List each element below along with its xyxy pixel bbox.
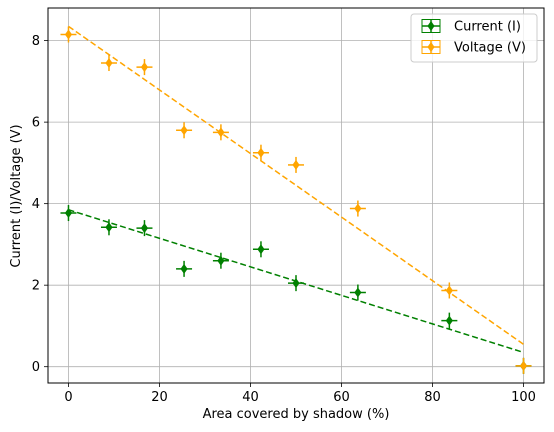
data-marker <box>292 278 300 289</box>
data-point <box>176 260 193 277</box>
x-tick-label: 80 <box>424 390 441 405</box>
data-point <box>252 241 269 258</box>
data-point <box>515 357 532 374</box>
y-tick-label: 0 <box>32 360 40 375</box>
x-axis-label: Area covered by shadow (%) <box>203 407 390 422</box>
data-point <box>100 219 117 236</box>
x-tick-label: 40 <box>242 390 259 405</box>
data-marker <box>64 29 73 40</box>
data-point <box>288 156 304 173</box>
x-tick-label: 60 <box>333 390 350 405</box>
data-marker <box>217 255 225 266</box>
legend-items: Current (I) Voltage (V) <box>421 19 526 56</box>
data-point <box>288 275 304 292</box>
x-tick-label: 20 <box>151 390 168 405</box>
data-marker <box>180 263 188 274</box>
y-tick-label: 4 <box>32 197 40 212</box>
data-marker <box>354 203 362 214</box>
legend-entry: Current (I) <box>421 19 521 35</box>
y-axis-label: Current (I)/Voltage (V) <box>9 124 24 267</box>
data-point <box>136 59 153 76</box>
data-markers <box>60 26 532 374</box>
data-point <box>136 220 153 237</box>
legend: Current (I) Voltage (V) <box>410 13 538 63</box>
data-marker <box>180 125 188 136</box>
x-ticks: 0 20 40 60 80 100 <box>64 383 536 405</box>
data-point <box>212 252 229 269</box>
legend-entry: Voltage (V) <box>421 40 526 56</box>
legend-swatch-marker <box>427 21 435 31</box>
data-marker <box>257 147 265 158</box>
data-marker <box>445 285 453 296</box>
legend-label: Voltage (V) <box>454 41 526 56</box>
legend-box <box>410 13 538 63</box>
y-tick-label: 2 <box>32 279 40 294</box>
y-tick-label: 6 <box>32 116 40 131</box>
data-marker <box>105 58 113 69</box>
data-marker <box>257 244 265 255</box>
data-point <box>60 205 77 222</box>
data-point <box>252 144 269 161</box>
data-marker <box>292 159 300 170</box>
legend-label: Current (I) <box>454 20 521 35</box>
legend-swatch-marker <box>427 42 435 52</box>
data-point <box>60 26 77 43</box>
data-point <box>441 282 458 299</box>
data-marker <box>354 287 362 298</box>
data-marker <box>217 127 225 138</box>
data-marker <box>105 222 113 233</box>
data-point <box>212 124 229 141</box>
y-ticks: 0 2 4 6 8 <box>32 34 48 375</box>
data-marker <box>64 208 73 219</box>
plot-frame <box>47 7 545 384</box>
data-point <box>100 55 117 72</box>
y-tick-label: 8 <box>32 34 40 49</box>
data-marker <box>140 223 149 234</box>
data-marker <box>445 315 453 326</box>
x-tick-label: 0 <box>64 390 72 405</box>
x-tick-label: 100 <box>511 390 536 405</box>
data-point <box>349 200 366 217</box>
data-marker <box>140 62 149 73</box>
data-point <box>441 312 458 329</box>
data-point <box>176 122 193 139</box>
data-point <box>349 284 366 301</box>
data-marker <box>519 360 528 371</box>
